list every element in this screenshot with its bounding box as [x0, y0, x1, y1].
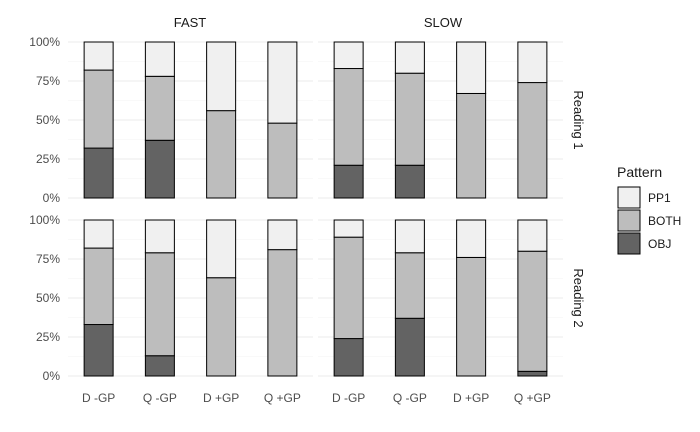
bar-segment-pp1-q-gp: [267, 41, 298, 124]
bar-segment-pp1-d-gp: [333, 41, 364, 70]
bar-segment-pp1-q-gp: [517, 41, 548, 84]
bar-segment-obj-q-gp: [394, 164, 425, 199]
bar-segment-pp1-d-gp: [206, 41, 237, 112]
legend-label-obj: OBJ: [648, 237, 671, 251]
bar-segment-pp1-q-gp: [267, 219, 298, 251]
facet-row-label-reading-2: Reading 2: [571, 268, 586, 327]
bar-segment-obj-q-gp: [144, 139, 175, 199]
y-tick-label: 0%: [43, 369, 61, 383]
y-tick-label: 25%: [36, 152, 60, 166]
x-tick-label: Q +GP: [514, 391, 551, 405]
facet-column-label-fast: FAST: [174, 15, 207, 30]
bar-segment-pp1-d-gp: [456, 219, 487, 258]
legend-label-pp1: PP1: [648, 191, 671, 205]
panel-fast-reading-2: [68, 219, 313, 377]
bar-segment-both-q-gp: [267, 122, 298, 199]
bar-segment-pp1-d-gp: [83, 41, 114, 71]
x-tick-label: D -GP: [332, 391, 365, 405]
y-tick-label: 100%: [29, 35, 60, 49]
bar-segment-pp1-q-gp: [517, 219, 548, 252]
legend-swatch-both: [617, 209, 641, 232]
plot-area: [68, 41, 563, 377]
facet-column-label-slow: SLOW: [424, 15, 463, 30]
bar-segment-both-d-gp: [83, 247, 114, 326]
bar-segment-pp1-d-gp: [206, 219, 237, 279]
bar-segment-pp1-q-gp: [394, 219, 425, 254]
y-tick-label: 75%: [36, 74, 60, 88]
bar-segment-obj-d-gp: [333, 338, 364, 377]
bar-segment-both-q-gp: [267, 249, 298, 377]
y-tick-label: 0%: [43, 191, 61, 205]
legend-label-both: BOTH: [648, 214, 681, 228]
bar-segment-pp1-q-gp: [144, 219, 175, 254]
x-tick-label: Q -GP: [393, 391, 427, 405]
bar-segment-both-q-gp: [144, 252, 175, 357]
panel-fast-reading-1: [68, 41, 313, 199]
bar-segment-both-d-gp: [206, 277, 237, 377]
panel-slow-reading-2: [318, 219, 563, 377]
bar-segment-both-d-gp: [456, 92, 487, 199]
y-tick-label: 25%: [36, 330, 60, 344]
legend: Pattern PP1 BOTH OBJ: [617, 164, 681, 255]
bar-segment-obj-d-gp: [83, 324, 114, 377]
y-tick-label: 50%: [36, 291, 60, 305]
bar-segment-both-q-gp: [394, 72, 425, 166]
x-tick-label: D +GP: [203, 391, 239, 405]
bar-segment-both-d-gp: [83, 69, 114, 149]
legend-swatch-pp1: [617, 186, 641, 209]
y-tick-label: 75%: [36, 252, 60, 266]
bar-segment-both-d-gp: [333, 68, 364, 166]
bar-segment-both-q-gp: [394, 252, 425, 319]
bar-segment-pp1-q-gp: [144, 41, 175, 77]
bar-segment-both-d-gp: [456, 256, 487, 377]
bar-segment-obj-d-gp: [83, 147, 114, 199]
bar-segment-pp1-q-gp: [394, 41, 425, 74]
x-tick-label: D -GP: [82, 391, 115, 405]
x-tick-label: Q +GP: [264, 391, 301, 405]
bar-segment-obj-q-gp: [394, 317, 425, 377]
x-tick-label: Q -GP: [143, 391, 177, 405]
legend-swatch-obj: [617, 232, 641, 255]
bar-segment-obj-d-gp: [333, 164, 364, 199]
x-tick-label: D +GP: [453, 391, 489, 405]
bar-segment-both-q-gp: [144, 75, 175, 141]
bar-segment-obj-q-gp: [144, 355, 175, 377]
bar-segment-both-d-gp: [333, 236, 364, 340]
y-tick-label: 100%: [29, 213, 60, 227]
bar-segment-obj-q-gp: [517, 370, 548, 377]
axes: 0% 25% 50% 75% 100% 0% 25% 50% 75% 100% D -GP Q -GP…: [29, 35, 551, 405]
bar-segment-both-q-gp: [517, 250, 548, 372]
legend-title: Pattern: [617, 164, 662, 180]
bar-segment-pp1-d-gp: [83, 219, 114, 249]
bar-segment-both-q-gp: [517, 82, 548, 199]
bar-segment-both-d-gp: [206, 110, 237, 199]
panel-slow-reading-1: [318, 41, 563, 199]
bar-segment-pp1-d-gp: [456, 41, 487, 94]
facet-row-label-reading-1: Reading 1: [571, 90, 586, 149]
y-tick-label: 50%: [36, 113, 60, 127]
bar-segment-pp1-d-gp: [333, 219, 364, 238]
